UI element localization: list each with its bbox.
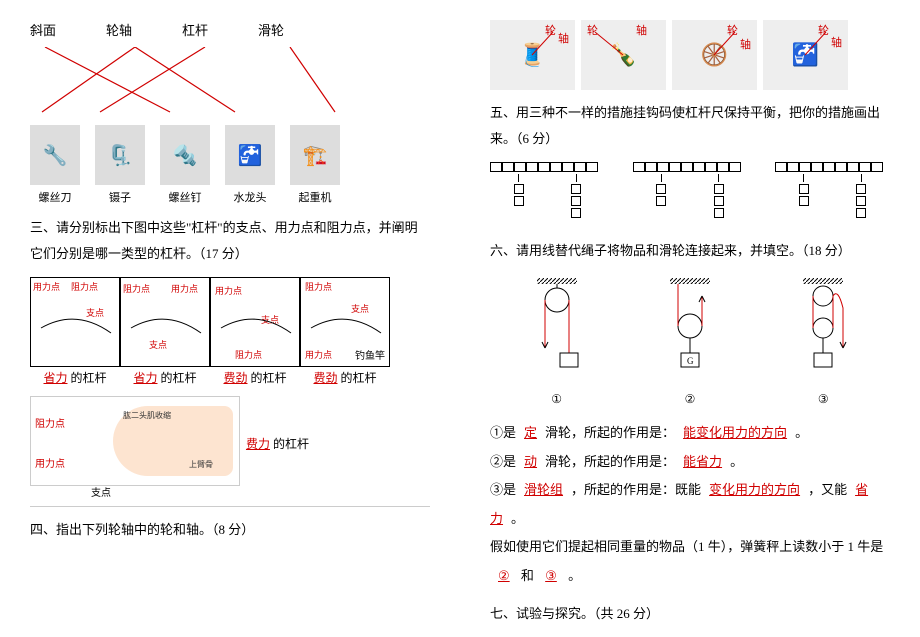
pn-2: ③ xyxy=(778,392,868,407)
lever-type-row: 省力 的杠杆省力 的杠杆费劲 的杠杆费劲 的杠杆 xyxy=(30,369,430,386)
wheel-2: 🛞轮轴 xyxy=(672,20,757,90)
lever-row: 用力点阻力点支点阻力点用力点支点用力点支点阻力点阻力点支点用力点钓鱼竿 xyxy=(30,277,430,367)
question-6: 六、请用线替代绳子将物品和滑轮连接起来，并填空。（18 分） xyxy=(490,238,890,264)
left-column: 斜面 轮轴 杠杆 滑轮 🔧 螺丝刀 🗜️ 镊子 🔩 螺丝钉 🚰 水龙头 🏗️ 起重机 三、请分别标… xyxy=(0,0,460,637)
pn-1: ② xyxy=(645,392,735,407)
question-5: 五、用三种不一样的措施挂钩码使杠杆尺保持平衡，把你的措施画出来。（6 分） xyxy=(490,100,890,152)
beam-row xyxy=(490,162,890,218)
tool-3: 🚰 水龙头 xyxy=(225,125,275,205)
cat-3: 滑轮 xyxy=(258,20,284,39)
question-7: 七、试验与探究。（共 26 分） xyxy=(490,601,890,627)
pn-0: ① xyxy=(512,392,602,407)
right-column: 🧵轮轴🍾轮轴🛞轮轴🚰轮轴 五、用三种不一样的措施挂钩码使杠杆尺保持平衡，把你的措… xyxy=(460,0,920,637)
lever-3: 阻力点支点用力点钓鱼竿 xyxy=(300,277,390,367)
arm-label-2: 支点 xyxy=(91,484,111,499)
pulley-num-row: ① ② ③ xyxy=(490,392,890,407)
tools-row: 🔧 螺丝刀 🗜️ 镊子 🔩 螺丝钉 🚰 水龙头 🏗️ 起重机 xyxy=(30,125,430,205)
tool-img-0: 🔧 xyxy=(30,125,80,185)
tool-img-4: 🏗️ xyxy=(290,125,340,185)
lever-type-3: 费劲 的杠杆 xyxy=(300,369,390,386)
lever-type-2: 费劲 的杠杆 xyxy=(210,369,300,386)
tool-img-1: 🗜️ xyxy=(95,125,145,185)
beam-2 xyxy=(775,162,890,218)
fill-lines: ①是定滑轮，所起的作用是：能变化用力的方向。②是动滑轮，所起的作用是：能省力。③… xyxy=(490,419,890,533)
wheel-row: 🧵轮轴🍾轮轴🛞轮轴🚰轮轴 xyxy=(490,20,890,90)
fill-0: ①是定滑轮，所起的作用是：能变化用力的方向。 xyxy=(490,419,890,448)
pulley-1: G xyxy=(645,278,735,378)
tool-label-4: 起重机 xyxy=(299,189,332,205)
question-4: 四、指出下列轮轴中的轮和轴。（8 分） xyxy=(30,517,430,543)
pulley-0 xyxy=(512,278,602,378)
lever-type-0: 省力 的杠杆 xyxy=(30,369,120,386)
arm-label-1: 用力点 xyxy=(35,455,65,470)
final-line: 假如使用它们提起相同重量的物品（1 牛），弹簧秤上读数小于 1 牛是 ② 和 ③… xyxy=(490,533,890,590)
arm-type: 费力 的杠杆 xyxy=(246,435,309,452)
tool-label-1: 镊子 xyxy=(109,189,131,205)
category-row: 斜面 轮轴 杠杆 滑轮 xyxy=(30,20,430,39)
beam-0 xyxy=(490,162,605,218)
tool-label-3: 水龙头 xyxy=(234,189,267,205)
tool-label-2: 螺丝钉 xyxy=(169,189,202,205)
wheel-3: 🚰轮轴 xyxy=(763,20,848,90)
pulley-row: G xyxy=(490,278,890,378)
beam-1 xyxy=(633,162,748,218)
wheel-1: 🍾轮轴 xyxy=(581,20,666,90)
arm-label-0: 阻力点 xyxy=(35,415,65,430)
tool-img-3: 🚰 xyxy=(225,125,275,185)
tool-4: 🏗️ 起重机 xyxy=(290,125,340,205)
tool-0: 🔧 螺丝刀 xyxy=(30,125,80,205)
tool-2: 🔩 螺丝钉 xyxy=(160,125,210,205)
arm-inner-1: 上臂骨 xyxy=(189,459,213,470)
arm-diagram: 阻力点 用力点 支点 肱二头肌收缩 上臂骨 费力 的杠杆 xyxy=(30,396,240,486)
lever-2: 用力点支点阻力点 xyxy=(210,277,300,367)
tool-label-0: 螺丝刀 xyxy=(39,189,72,205)
cat-0: 斜面 xyxy=(30,20,56,39)
wheel-0: 🧵轮轴 xyxy=(490,20,575,90)
lever-0: 用力点阻力点支点 xyxy=(30,277,120,367)
cat-2: 杠杆 xyxy=(182,20,208,39)
lever-1: 阻力点用力点支点 xyxy=(120,277,210,367)
tool-img-2: 🔩 xyxy=(160,125,210,185)
arm-inner-0: 肱二头肌收缩 xyxy=(123,410,171,421)
fill-1: ②是动滑轮，所起的作用是：能省力。 xyxy=(490,448,890,477)
pulley-2 xyxy=(778,278,868,378)
fill-2: ③是滑轮组，所起的作用是：既能变化用力的方向，又能省力。 xyxy=(490,476,890,533)
question-3: 三、请分别标出下图中这些"杠杆"的支点、用力点和阻力点，并阐明它们分别是哪一类型… xyxy=(30,215,430,267)
cat-1: 轮轴 xyxy=(106,20,132,39)
lever-type-1: 省力 的杠杆 xyxy=(120,369,210,386)
svg-text:G: G xyxy=(687,356,694,366)
tool-1: 🗜️ 镊子 xyxy=(95,125,145,205)
matching-lines xyxy=(30,47,390,117)
arm-image: 肱二头肌收缩 上臂骨 xyxy=(113,406,233,476)
